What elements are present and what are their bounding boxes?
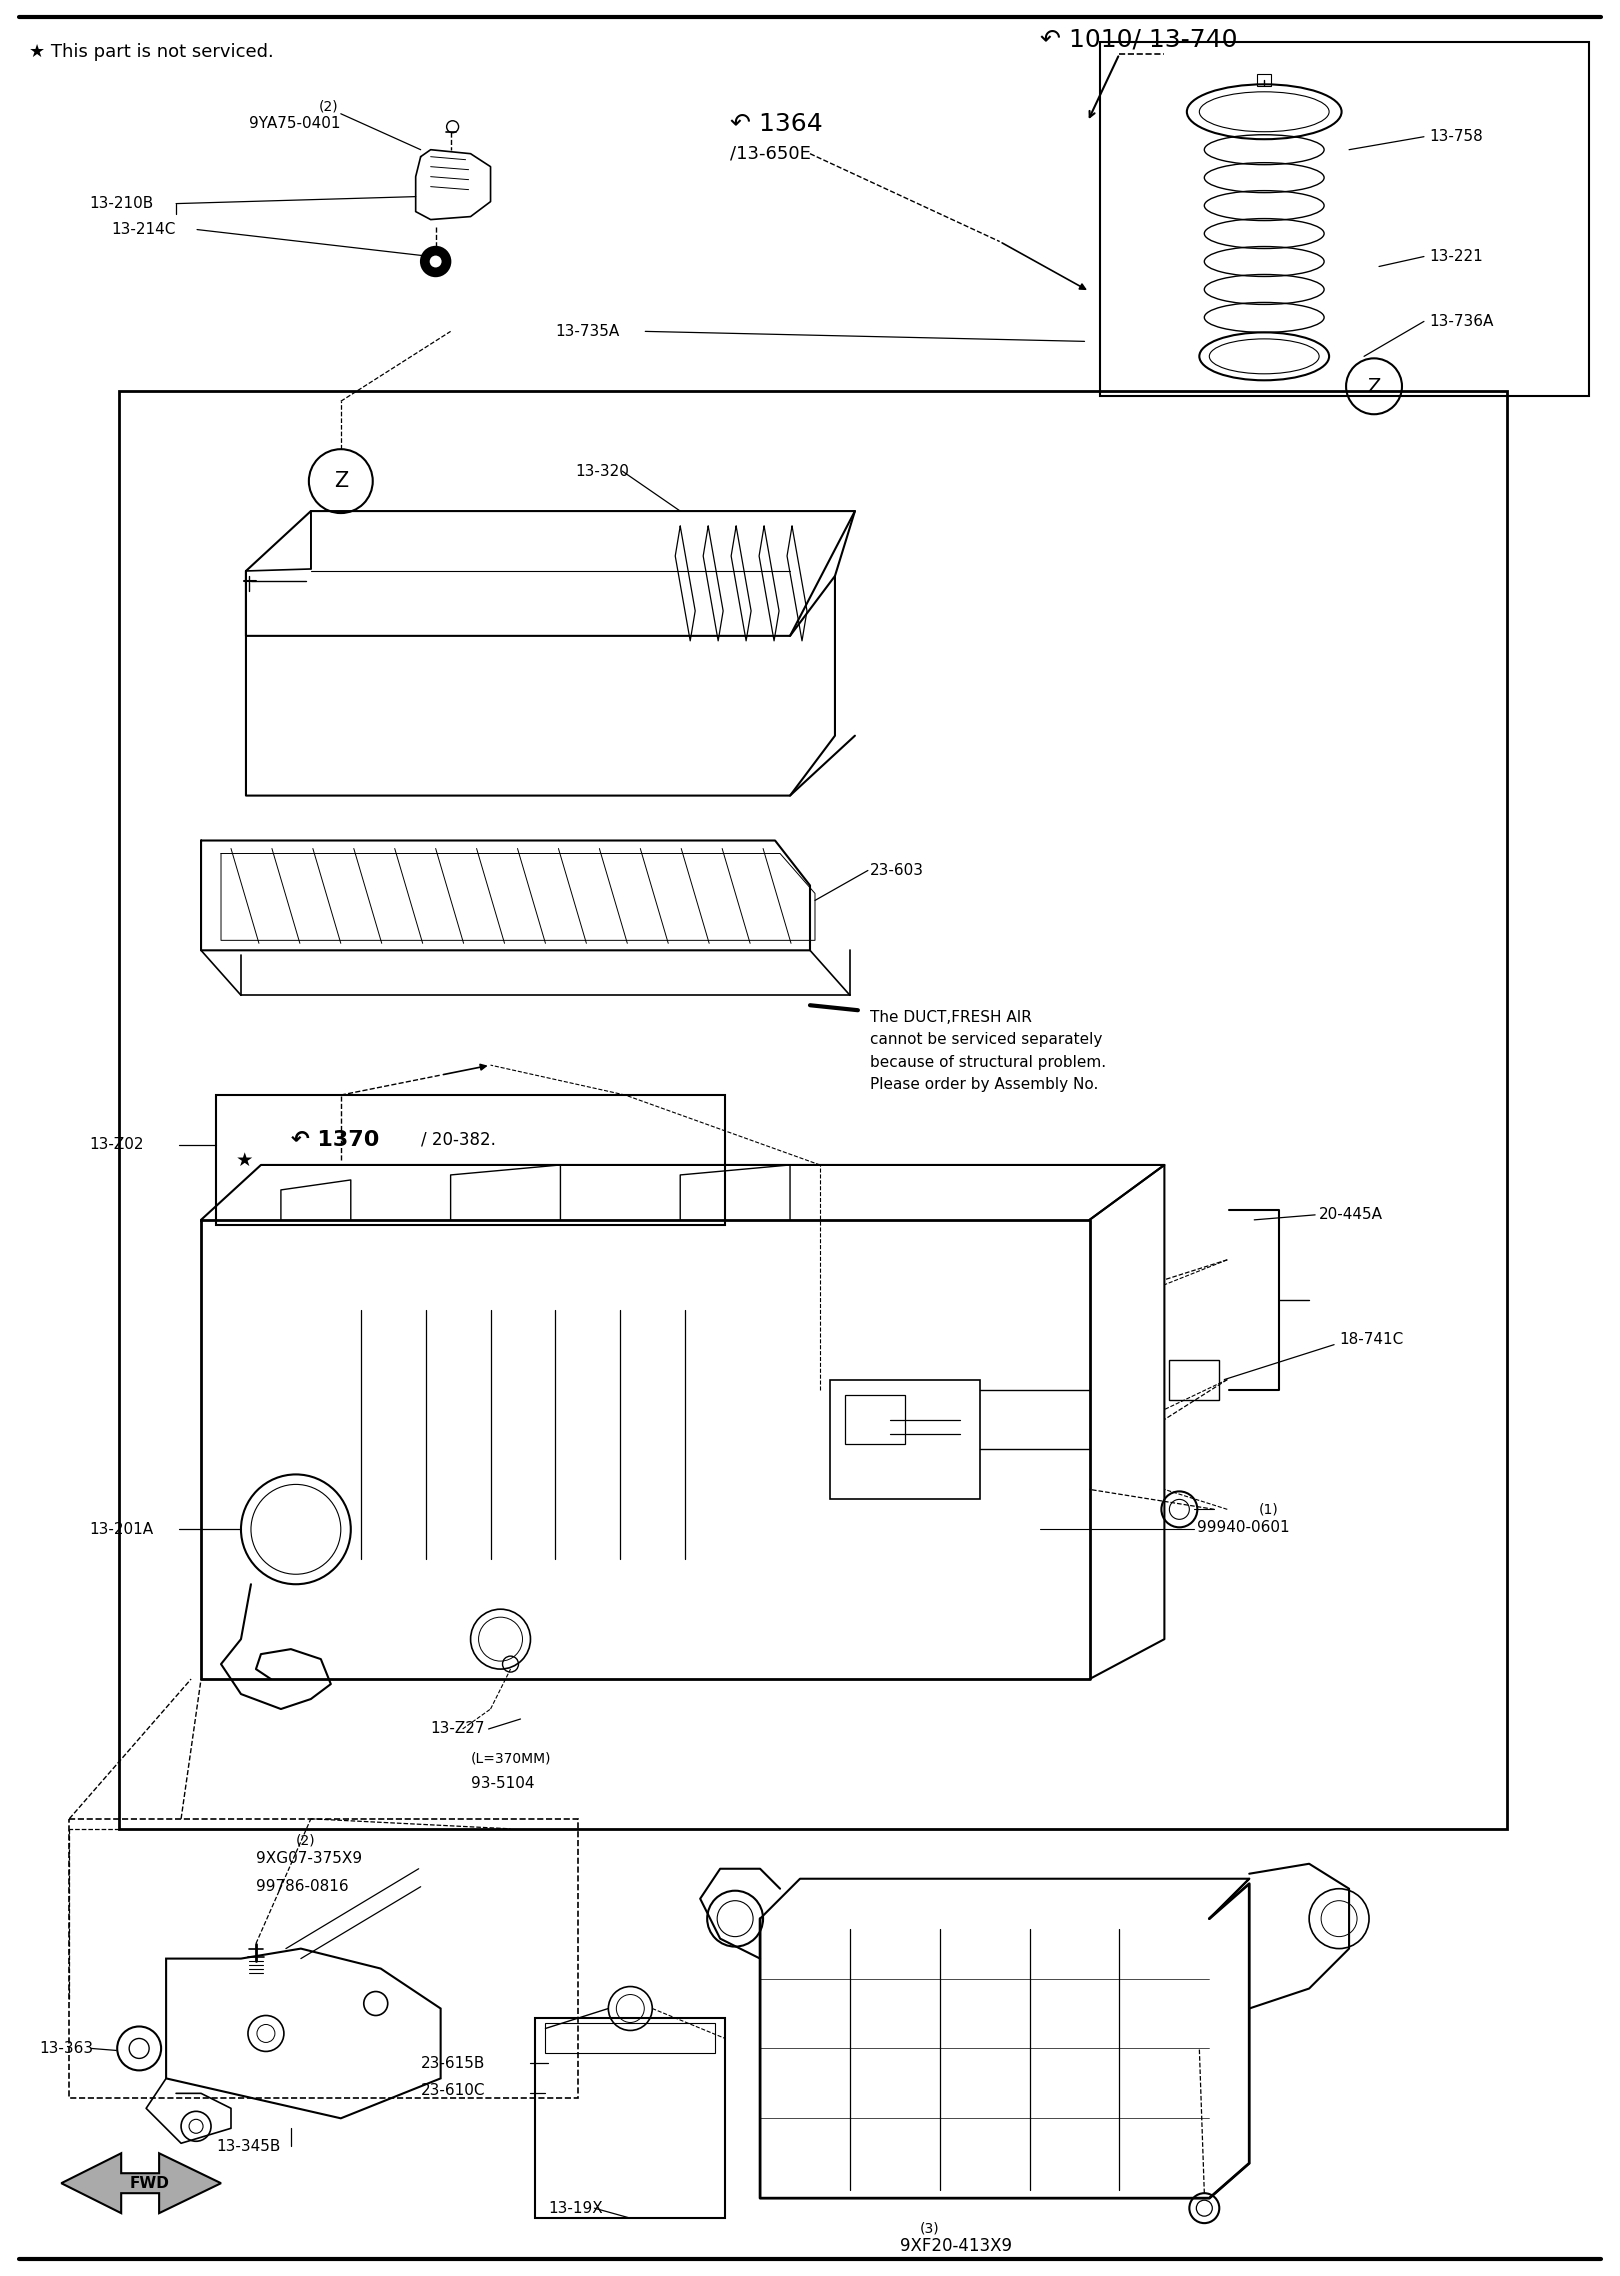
Bar	[846, 1395, 906, 1445]
Text: ↶ 1364: ↶ 1364	[731, 112, 823, 137]
Bar	[1100, 41, 1589, 396]
Text: The DUCT,FRESH AIR
cannot be serviced separately
because of structural problem.
: The DUCT,FRESH AIR cannot be serviced se…	[870, 1011, 1106, 1092]
Text: 9XG07-375X9: 9XG07-375X9	[256, 1850, 363, 1866]
Circle shape	[429, 255, 442, 269]
Text: 13-345B: 13-345B	[215, 2139, 280, 2153]
Text: 13-735A: 13-735A	[556, 323, 620, 339]
Text: 13-214C: 13-214C	[112, 223, 175, 237]
Text: ★ This part is not serviced.: ★ This part is not serviced.	[29, 43, 274, 61]
Polygon shape	[62, 2153, 220, 2212]
Bar	[120, 391, 1507, 1830]
Text: 20-445A: 20-445A	[1319, 1206, 1383, 1222]
Text: 13-Z27: 13-Z27	[431, 1721, 484, 1737]
Text: 13-363: 13-363	[39, 2042, 94, 2055]
Text: (2): (2)	[296, 1834, 316, 1848]
Text: 13-758: 13-758	[1429, 130, 1482, 143]
Text: 23-615B: 23-615B	[421, 2055, 484, 2071]
Bar	[70, 1819, 578, 2098]
Text: Z: Z	[334, 471, 348, 492]
Text: 13-19X: 13-19X	[549, 2201, 603, 2215]
Bar	[536, 2019, 726, 2219]
Text: ★: ★	[237, 1149, 253, 1170]
Text: 9XF20-413X9: 9XF20-413X9	[899, 2237, 1012, 2256]
Bar	[829, 1379, 980, 1500]
Text: ↶ 1010/ 13-740: ↶ 1010/ 13-740	[1040, 27, 1238, 52]
Text: 9YA75-0401: 9YA75-0401	[249, 116, 340, 132]
Text: 23-610C: 23-610C	[421, 2083, 484, 2098]
Text: 13-320: 13-320	[575, 464, 629, 478]
Bar	[1257, 73, 1272, 86]
Text: 93-5104: 93-5104	[470, 1775, 535, 1791]
Text: FWD: FWD	[130, 2176, 168, 2192]
Text: /13-650E: /13-650E	[731, 146, 812, 162]
Text: 13-221: 13-221	[1429, 248, 1482, 264]
Text: ↶ 1370: ↶ 1370	[292, 1129, 379, 1149]
Text: (2): (2)	[319, 100, 339, 114]
Text: 13-736A: 13-736A	[1429, 314, 1494, 330]
Text: Z: Z	[1367, 378, 1380, 396]
Text: 13-201A: 13-201A	[89, 1523, 154, 1536]
Text: 18-741C: 18-741C	[1340, 1331, 1403, 1347]
Text: (1): (1)	[1259, 1502, 1278, 1516]
Text: 13-Z02: 13-Z02	[89, 1138, 144, 1152]
Circle shape	[421, 248, 450, 275]
Text: 23-603: 23-603	[870, 863, 923, 879]
Text: (L=370MM): (L=370MM)	[470, 1753, 551, 1766]
Bar	[1170, 1359, 1220, 1400]
Bar	[215, 1095, 726, 1224]
Text: (3): (3)	[920, 2221, 940, 2235]
Text: 99786-0816: 99786-0816	[256, 1880, 348, 1894]
Text: 13-210B: 13-210B	[89, 196, 154, 212]
Text: / 20-382.: / 20-382.	[421, 1131, 496, 1149]
Text: 99940-0601: 99940-0601	[1197, 1520, 1290, 1534]
Bar	[546, 2023, 714, 2053]
